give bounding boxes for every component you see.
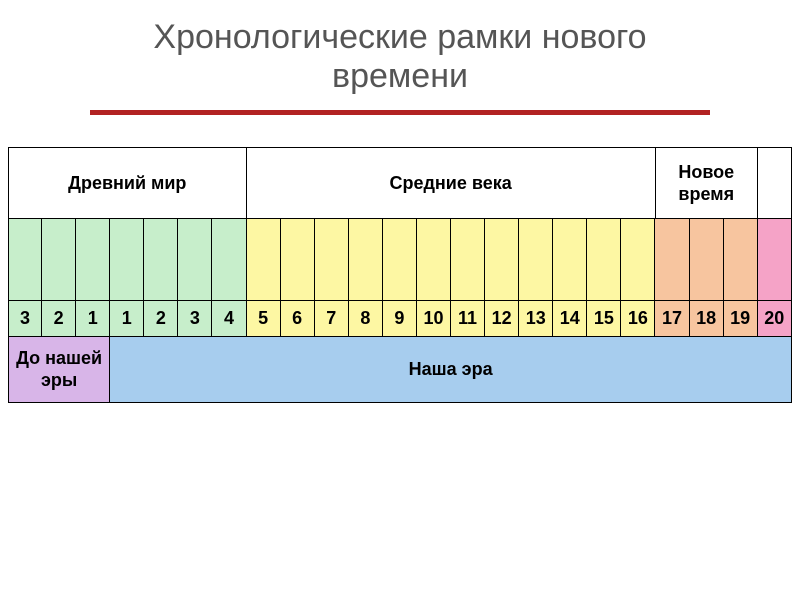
century-number: 10: [417, 301, 451, 337]
century-number: 2: [144, 301, 178, 337]
century-block: [349, 219, 383, 301]
century-number: 9: [383, 301, 417, 337]
century-block: [553, 219, 587, 301]
century-block: [724, 219, 758, 301]
century-number: 7: [315, 301, 349, 337]
century-block: [178, 219, 212, 301]
century-number: 4: [212, 301, 246, 337]
century-number: 6: [281, 301, 315, 337]
eras-row: До нашейэрыНаша эра: [8, 337, 792, 403]
title-line-2: времени: [332, 57, 468, 95]
century-block: [690, 219, 724, 301]
century-block: [281, 219, 315, 301]
century-block: [8, 219, 42, 301]
century-block: [110, 219, 144, 301]
century-block: [144, 219, 178, 301]
period-cell: Древний мир: [8, 147, 247, 219]
period-cell: Средние века: [247, 147, 656, 219]
century-number: 1: [110, 301, 144, 337]
century-block: [212, 219, 246, 301]
century-number: 11: [451, 301, 485, 337]
century-number: 18: [690, 301, 724, 337]
century-block: [758, 219, 792, 301]
period-cell: [758, 147, 792, 219]
century-number: 17: [655, 301, 689, 337]
century-block: [655, 219, 689, 301]
century-number: 15: [587, 301, 621, 337]
century-number: 19: [724, 301, 758, 337]
periods-row: Древний мирСредние векаНовоевремя: [8, 147, 792, 219]
century-block: [519, 219, 553, 301]
color-blocks-row: [8, 219, 792, 301]
century-number: 14: [553, 301, 587, 337]
century-number: 3: [8, 301, 42, 337]
title-line-1: Хронологические рамки нового: [153, 18, 646, 56]
century-number: 3: [178, 301, 212, 337]
century-block: [247, 219, 281, 301]
slide: Хронологические рамки нового времени Дре…: [0, 0, 800, 600]
century-block: [451, 219, 485, 301]
century-block: [621, 219, 655, 301]
century-block: [485, 219, 519, 301]
period-label-bottom: время: [678, 183, 734, 206]
century-numbers-row: 3211234567891011121314151617181920: [8, 301, 792, 337]
century-number: 12: [485, 301, 519, 337]
period-label-top: Новое: [678, 161, 734, 184]
century-block: [42, 219, 76, 301]
era-cell: Наша эра: [110, 337, 792, 403]
century-block: [417, 219, 451, 301]
century-block: [587, 219, 621, 301]
era-label-bottom: эры: [41, 370, 77, 392]
era-label-top: До нашей: [16, 348, 102, 370]
century-number: 2: [42, 301, 76, 337]
era-cell: До нашейэры: [8, 337, 110, 403]
slide-title: Хронологические рамки нового времени: [0, 0, 800, 104]
timeline: Древний мирСредние векаНовоевремя 321123…: [8, 147, 792, 403]
century-block: [315, 219, 349, 301]
century-number: 5: [247, 301, 281, 337]
century-number: 20: [758, 301, 792, 337]
title-rule: [90, 110, 710, 115]
century-number: 16: [621, 301, 655, 337]
century-number: 1: [76, 301, 110, 337]
century-number: 13: [519, 301, 553, 337]
period-cell: Новоевремя: [656, 147, 758, 219]
century-block: [76, 219, 110, 301]
century-number: 8: [349, 301, 383, 337]
century-block: [383, 219, 417, 301]
